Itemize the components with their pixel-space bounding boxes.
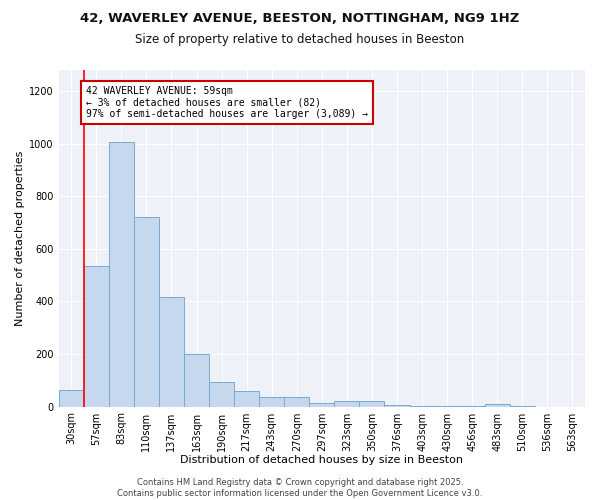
Text: Contains HM Land Registry data © Crown copyright and database right 2025.
Contai: Contains HM Land Registry data © Crown c… [118,478,482,498]
Bar [184,354,209,406]
Bar [234,391,259,406]
Bar [284,398,309,406]
Bar [134,218,159,406]
Y-axis label: Number of detached properties: Number of detached properties [15,150,25,326]
Bar [309,404,334,406]
Text: Size of property relative to detached houses in Beeston: Size of property relative to detached ho… [136,32,464,46]
Bar [209,382,234,406]
Bar [334,401,359,406]
Bar [359,402,385,406]
Bar [109,142,134,406]
Bar [159,298,184,406]
Text: 42, WAVERLEY AVENUE, BEESTON, NOTTINGHAM, NG9 1HZ: 42, WAVERLEY AVENUE, BEESTON, NOTTINGHAM… [80,12,520,26]
Text: 42 WAVERLEY AVENUE: 59sqm
← 3% of detached houses are smaller (82)
97% of semi-d: 42 WAVERLEY AVENUE: 59sqm ← 3% of detach… [86,86,368,119]
Bar [59,390,84,406]
Bar [84,266,109,406]
Bar [259,396,284,406]
Bar [485,404,510,406]
X-axis label: Distribution of detached houses by size in Beeston: Distribution of detached houses by size … [181,455,463,465]
